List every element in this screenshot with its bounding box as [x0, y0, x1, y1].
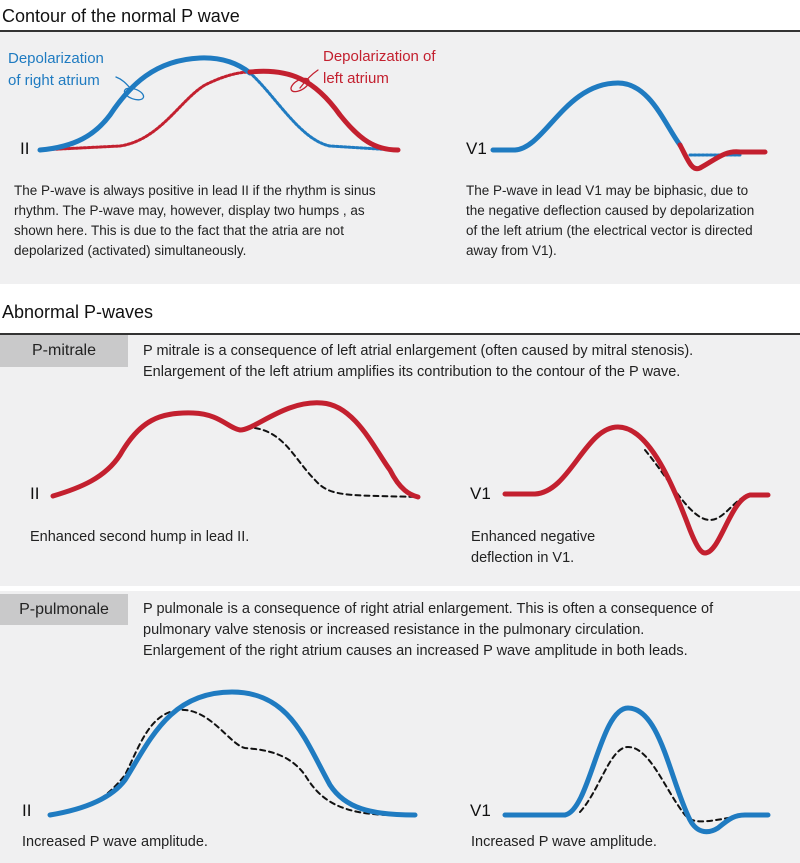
pulmonale-ii-caption: Increased P wave amplitude. — [22, 834, 208, 850]
right-atrium-dotted-curve — [248, 71, 397, 152]
mitrale-v1-curve — [502, 424, 771, 556]
normal-panel — [0, 32, 800, 284]
v1-left-atrium-curve — [677, 142, 768, 172]
left-atrium-curve — [247, 68, 401, 153]
normal-title: Contour of the normal P wave — [2, 6, 240, 26]
left-atrium-dotted-curve — [38, 70, 252, 152]
right-label-pointer — [115, 76, 133, 91]
mitrale-v1-normal-dashed — [644, 449, 751, 522]
lead-v1-label: V1 — [470, 801, 491, 820]
mitrale-ii-normal-dashed — [254, 427, 419, 498]
lead-v1-label: V1 — [470, 484, 491, 503]
divider — [0, 333, 800, 335]
mitrale-ii-curve — [50, 400, 421, 500]
right-atrium-label: Depolarization of right atrium — [8, 50, 104, 89]
mitrale-v1-caption: Enhanced negative deflection in V1. — [471, 529, 596, 566]
p-pulmonale-description: P pulmonale is a consequence of right at… — [143, 601, 714, 659]
left-atrium-label: Depolarization of left atrium — [323, 48, 436, 87]
lead-v1-label: V1 — [466, 139, 487, 158]
divider — [0, 30, 800, 32]
pulmonale-ii-normal-dashed — [49, 708, 396, 816]
lead-ii-label: II — [22, 801, 32, 820]
lead-ii-label: II — [30, 484, 40, 503]
left-label-ellipse — [290, 77, 310, 93]
left-label-pointer — [299, 69, 319, 89]
pulmonale-v1-caption: Increased P wave amplitude. — [471, 834, 657, 850]
abnormal-title: Abnormal P-waves — [2, 302, 154, 322]
p-pulmonale-tag: P-pulmonale — [0, 594, 128, 625]
pulmonale-ii-curve — [47, 689, 418, 818]
v1-right-atrium-curve — [490, 80, 683, 153]
pulmonale-v1-curve — [502, 705, 771, 835]
lead-ii-label: II — [20, 139, 30, 158]
mitrale-panel — [0, 335, 800, 586]
p-mitrale-tag: P-mitrale — [0, 335, 128, 367]
pulmonale-v1-normal-dashed — [579, 745, 746, 823]
normal-ii-explanation: The P-wave is always positive in lead II… — [14, 183, 376, 258]
normal-v1-explanation: The P-wave in lead V1 may be biphasic, d… — [466, 183, 755, 258]
mitrale-ii-caption: Enhanced second hump in lead II. — [30, 529, 250, 545]
right-atrium-curve — [37, 55, 253, 153]
right-label-ellipse — [123, 87, 145, 101]
pulmonale-panel — [0, 591, 800, 863]
p-mitrale-description: P mitrale is a consequence of left atria… — [143, 343, 694, 380]
